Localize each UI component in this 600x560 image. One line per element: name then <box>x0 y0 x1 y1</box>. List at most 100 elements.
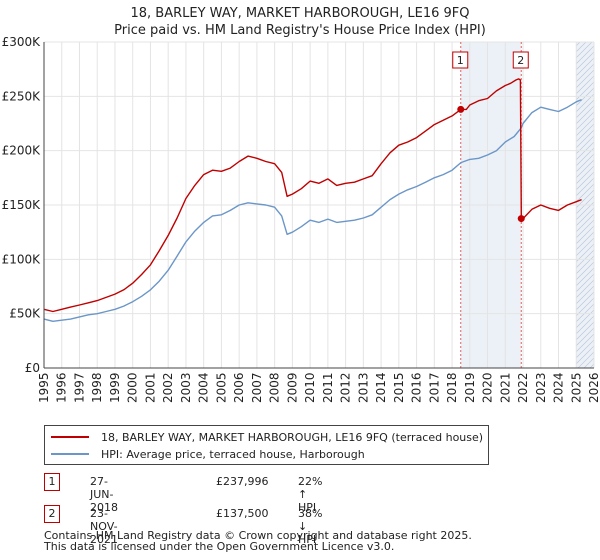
x-tick-label: 2003 <box>179 372 193 403</box>
chart-subtitle: Price paid vs. HM Land Registry's House … <box>114 23 486 38</box>
hatch-line <box>576 87 594 106</box>
y-tick-label: £150K <box>2 198 42 212</box>
hatch-line <box>576 129 594 148</box>
x-tick-label: 2025 <box>569 372 583 403</box>
x-tick-label: 1998 <box>90 372 104 403</box>
y-tick-label: £300K <box>2 35 42 49</box>
y-tick-label: £50K <box>9 307 41 321</box>
transaction-point <box>517 215 525 223</box>
x-tick-label: 2023 <box>534 372 548 403</box>
hatch-line <box>576 183 594 202</box>
chart-title: 18, BARLEY WAY, MARKET HARBOROUGH, LE16 … <box>130 6 470 21</box>
x-tick-label: 2021 <box>498 372 512 403</box>
hatch-line <box>576 171 594 190</box>
transaction-hpi-diff: 38% ↓ HPI <box>298 507 323 546</box>
x-tick-label: 1997 <box>72 372 86 403</box>
hatch-line <box>576 63 594 82</box>
hatch-line <box>576 261 594 280</box>
hatch-line <box>576 267 594 286</box>
hatch-line <box>576 219 594 238</box>
hatch-line <box>576 273 594 292</box>
x-tick-label: 2015 <box>392 372 406 403</box>
x-tick-label: 1995 <box>37 372 51 403</box>
transaction-date: 23-NOV-2021 <box>90 507 118 546</box>
x-tick-label: 2008 <box>268 372 282 403</box>
transaction-point <box>457 105 465 113</box>
hatch-line <box>576 111 594 130</box>
property-series-line <box>43 78 582 313</box>
hatch-line <box>576 75 594 94</box>
x-tick-label: 2005 <box>214 372 228 403</box>
legend-label-hpi: HPI: Average price, terraced house, Harb… <box>101 447 365 461</box>
hatch-line <box>576 339 594 358</box>
hatch-line <box>576 213 594 232</box>
x-tick-label: 2024 <box>552 372 566 403</box>
x-tick-label: 2004 <box>197 372 211 403</box>
hatch-line <box>576 123 594 142</box>
hatch-line <box>576 327 594 346</box>
hatch-line <box>576 279 594 298</box>
hatch-line <box>576 285 594 304</box>
x-tick-label: 2011 <box>321 372 335 403</box>
transaction-label-box <box>452 51 469 69</box>
hatch-line <box>577 351 594 368</box>
legend-swatch-property <box>51 436 89 438</box>
hatch-line <box>589 363 594 368</box>
hatch-line <box>576 117 594 136</box>
hatch-line <box>576 333 594 352</box>
hatch-line <box>576 237 594 256</box>
x-tick-label: 2013 <box>356 372 370 403</box>
hatch-line <box>576 165 594 184</box>
transaction-number-badge: 2 <box>44 505 60 523</box>
y-tick-label: £250K <box>2 89 42 103</box>
x-tick-label: 2016 <box>410 372 424 403</box>
hatch-line <box>576 243 594 262</box>
x-tick-label: 2010 <box>303 372 317 403</box>
hatch-line <box>576 105 594 124</box>
transaction-price: £137,500 <box>216 507 269 520</box>
x-tick-label: 2007 <box>250 372 264 403</box>
transaction-label: 2 <box>517 54 524 67</box>
hatch-line <box>576 42 593 58</box>
legend-swatch-hpi <box>51 453 89 455</box>
transaction-date: 27-JUN-2018 <box>90 475 118 514</box>
x-tick-label: 2026 <box>587 372 600 403</box>
hatch-line <box>576 315 594 334</box>
transaction-number-badge: 1 <box>44 473 60 491</box>
x-tick-label: 1999 <box>108 372 122 403</box>
footer-line-license: This data is licensed under the Open Gov… <box>44 540 395 553</box>
hpi-series-line <box>43 98 582 322</box>
hatch-line <box>576 321 594 340</box>
hatch-line <box>576 177 594 196</box>
legend-item-hpi: HPI: Average price, terraced house, Harb… <box>51 446 365 462</box>
x-tick-label: 2014 <box>374 372 388 403</box>
y-tick-label: £200K <box>2 144 42 158</box>
x-tick-label: 2001 <box>143 372 157 403</box>
transaction-label: 1 <box>457 54 464 67</box>
legend-label-property: 18, BARLEY WAY, MARKET HARBOROUGH, LE16 … <box>101 430 484 444</box>
attribution-footer: Contains HM Land Registry data © Crown c… <box>44 530 472 552</box>
legend-item-property: 18, BARLEY WAY, MARKET HARBOROUGH, LE16 … <box>51 429 483 445</box>
transaction-hpi-diff: 22% ↑ HPI <box>298 475 323 514</box>
hatch-line <box>576 45 594 64</box>
hatch-line <box>576 207 594 226</box>
hatch-line <box>576 309 594 328</box>
hatch-line <box>576 345 594 364</box>
transaction-label-box <box>512 51 529 69</box>
x-tick-label: 2006 <box>232 372 246 403</box>
x-tick-label: 2009 <box>285 372 299 403</box>
hatch-line <box>576 291 594 310</box>
y-tick-label: £100K <box>2 252 42 266</box>
legend: 18, BARLEY WAY, MARKET HARBOROUGH, LE16 … <box>44 425 489 465</box>
hatch-line <box>576 42 581 46</box>
hatch-line <box>576 51 594 70</box>
x-tick-label: 2020 <box>481 372 495 403</box>
x-tick-label: 2012 <box>339 372 353 403</box>
x-tick-label: 1996 <box>55 372 69 403</box>
transaction-price: £237,996 <box>216 475 269 488</box>
x-tick-label: 2000 <box>126 372 140 403</box>
y-tick-label: £0 <box>25 361 40 375</box>
hatch-line <box>576 153 594 172</box>
hatch-line <box>576 22 594 40</box>
